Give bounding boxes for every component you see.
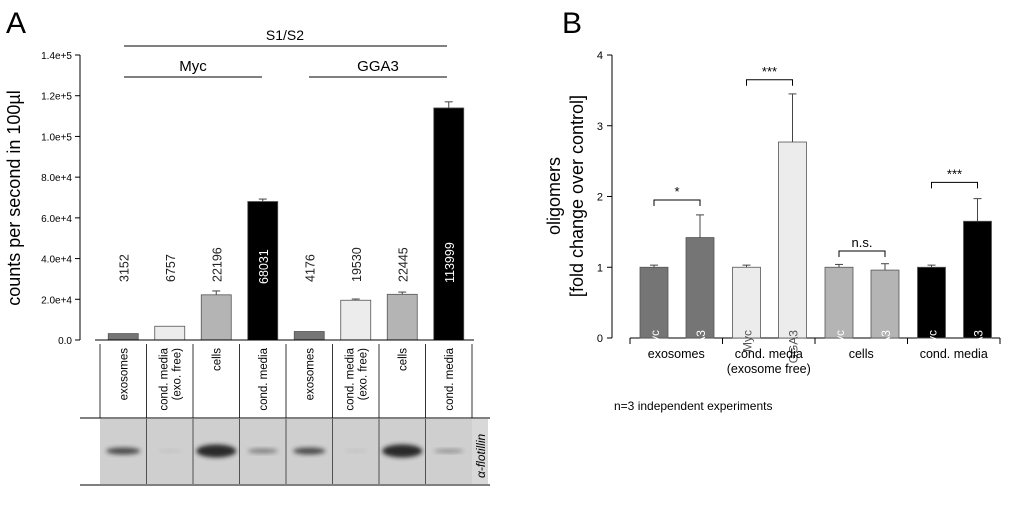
a-y-tick-label: 2.0e+4 [41, 295, 72, 306]
a-value-label: 3152 [117, 254, 131, 282]
a-value-label: 6757 [164, 254, 178, 282]
a-value-label: 22445 [396, 247, 410, 282]
panel-a-lane-table: exosomes cond. media (exo. free) cells cond.… [95, 339, 474, 418]
b-sig-bracket [746, 79, 793, 86]
panel-b-chart: 0 1 2 3 4 oligomers [fold change over control]… [544, 50, 1001, 376]
lane-label: cond. media [258, 347, 270, 410]
a-value-label: 22196 [210, 247, 224, 282]
a-y-tick-label: 4.0e+4 [41, 255, 72, 266]
lane-label: exosomes [118, 348, 130, 401]
b-bar [870, 269, 900, 339]
a-y-tick-label: 0.0 [58, 336, 72, 347]
a-y-axis-label: counts per second in 100µl [4, 90, 24, 306]
b-y-tick-label: 2 [597, 192, 603, 204]
b-bar [917, 266, 946, 339]
a-value-label: 4176 [303, 254, 317, 282]
blot-band [382, 444, 423, 458]
a-y-tick-label: 8.0e+4 [41, 173, 72, 184]
b-y-tick-label: 1 [597, 262, 603, 274]
a-bar [107, 333, 139, 341]
lane-label: cells [397, 348, 409, 371]
bracket-gga3-label: GGA3 [357, 58, 399, 75]
a-y-tick-label: 6.0e+4 [41, 214, 72, 225]
b-y-tick-label: 0 [597, 333, 603, 345]
b-series-label: Myc [833, 330, 847, 352]
b-sig-label: *** [762, 64, 777, 79]
b-bar [824, 266, 854, 339]
b-sig-label: *** [947, 166, 962, 181]
blot-band [343, 449, 368, 453]
bracket-s1s2-label: S1/S2 [266, 27, 304, 43]
b-y-axis-label: oligomers [544, 157, 564, 235]
b-series-label: GGA3 [787, 330, 801, 364]
a-bar [154, 325, 186, 341]
lane-label: cells [211, 348, 223, 371]
western-blot [80, 417, 490, 486]
a-y-tick-label: 1.0e+5 [41, 132, 72, 143]
b-y-tick-label: 3 [597, 121, 603, 133]
lane-label: (exo. free) [357, 348, 369, 401]
b-y-tick-label: 4 [597, 50, 603, 62]
b-bar [685, 237, 715, 339]
b-series-label: Myc [648, 330, 662, 352]
a-bar [247, 201, 279, 341]
a-bar [386, 293, 418, 341]
lane-label: cond. media [444, 347, 456, 410]
blot-band [106, 447, 141, 455]
b-y-axis-label-2: [fold change over control] [567, 95, 587, 297]
b-category-label: (exosome free) [727, 362, 811, 376]
b-sig-label: * [674, 184, 679, 199]
a-bar [433, 107, 465, 341]
b-sig-bracket [838, 250, 886, 257]
blot-band [293, 447, 326, 455]
b-category-label: cond. media [735, 347, 803, 361]
blot-band [433, 449, 464, 453]
panel-b-letter: B [562, 7, 582, 40]
blot-band [247, 448, 278, 454]
lane-label: cond. media [344, 347, 356, 410]
a-value-label: 113999 [443, 242, 457, 283]
blot-band [196, 444, 237, 458]
b-sig-bracket [931, 181, 978, 189]
a-y-tick-label: 1.4e+5 [41, 51, 72, 62]
blot-membrane-edge [472, 419, 488, 484]
panel-a-brackets: S1/S2 Myc GGA3 [124, 27, 447, 78]
bracket-myc-label: Myc [179, 58, 207, 75]
a-y-tick-label: 1.2e+5 [41, 92, 72, 103]
panel-a-letter: A [6, 7, 26, 40]
b-bar [639, 266, 669, 339]
b-category-label: exosomes [648, 347, 705, 361]
blot-antibody-label: α-flotillin [474, 433, 488, 478]
b-series-label: GGA3 [879, 330, 893, 364]
b-series-label: Myc [926, 330, 940, 352]
b-category-label: cond. media [920, 347, 988, 361]
lane-label: cond. media [158, 347, 170, 410]
b-series-label: GGA3 [694, 330, 708, 364]
lane-label: (exo. free) [171, 348, 183, 401]
b-series-label: Myc [741, 330, 755, 352]
panel-b-footnote: n=3 independent experiments [614, 399, 772, 413]
a-value-label: 19530 [350, 247, 364, 282]
b-bar [963, 220, 992, 339]
b-bar [732, 266, 761, 339]
b-bar [778, 141, 807, 339]
a-bar [340, 299, 372, 341]
a-bar [200, 294, 232, 341]
a-bar [293, 331, 325, 341]
panel-a-chart: 0.0 2.0e+4 4.0e+4 6.0e+4 8.0e+4 1.0e+5 1.2e+5 1… [4, 51, 465, 347]
b-sig-label: n.s. [852, 235, 873, 250]
b-category-label: cells [849, 347, 874, 361]
b-series-label: GGA3 [972, 330, 986, 364]
b-sig-bracket [653, 199, 701, 207]
a-value-label: 68031 [257, 249, 271, 284]
lane-label: exosomes [304, 348, 316, 401]
blot-band [157, 449, 182, 453]
